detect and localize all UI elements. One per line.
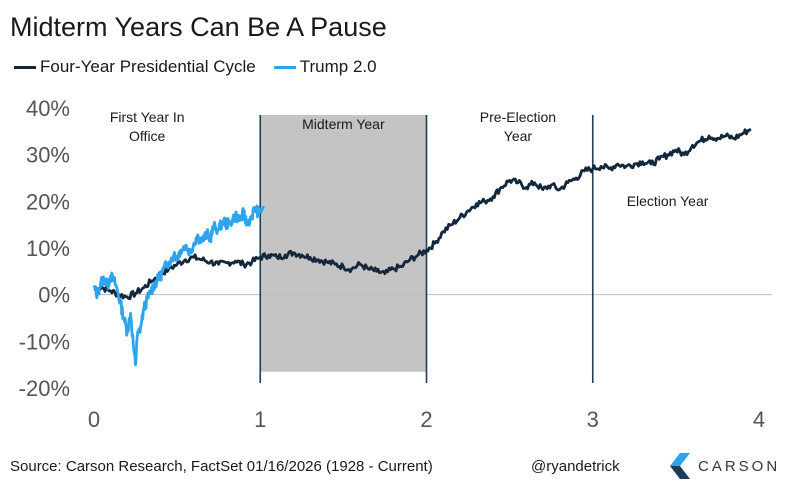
y-tick-label: -20%	[19, 376, 70, 401]
y-tick-label: 0%	[38, 283, 70, 308]
chart-annotation-line: Election Year	[627, 193, 709, 209]
chart-annotation-line: Midterm Year	[302, 116, 385, 132]
carson-chevron-icon	[670, 453, 690, 479]
x-tick-label: 0	[88, 407, 100, 432]
series-line-trump-2	[92, 204, 265, 367]
chart-annotation-line: Year	[504, 128, 533, 144]
author-handle: @ryandetrick	[531, 458, 620, 475]
legend-label-cycle: Four-Year Presidential Cycle	[40, 57, 256, 76]
logo-text: CARSON	[698, 457, 781, 475]
chart-annotation-line: Pre-Election	[480, 109, 556, 125]
legend-item-trump: Trump 2.0	[273, 57, 377, 77]
chart-annotation: Election Year	[627, 193, 709, 209]
y-tick-label: 40%	[26, 96, 70, 121]
y-tick-label: -10%	[19, 329, 70, 354]
legend-swatch-cycle	[14, 65, 36, 69]
midterm-shaded-region	[260, 115, 427, 372]
chart-annotation: First Year In Office	[110, 109, 185, 144]
series-line-four-year-cycle	[93, 127, 752, 301]
chart-annotation: Pre-Election Year	[480, 109, 556, 144]
x-tick-label: 1	[254, 407, 266, 432]
legend-label-trump: Trump 2.0	[299, 57, 377, 76]
y-tick-label: 30%	[26, 143, 70, 168]
x-tick-label: 3	[587, 407, 599, 432]
chart-annotation-line: First Year In	[110, 109, 185, 125]
chart-legend: Four-Year Presidential Cycle Trump 2.0	[14, 57, 395, 77]
y-tick-label: 10%	[26, 236, 70, 261]
y-tick-label: 20%	[26, 189, 70, 214]
carson-logo: CARSON	[670, 453, 780, 479]
chart-annotation-line: Office	[129, 128, 166, 144]
source-note: Source: Carson Research, FactSet 01/16/2…	[10, 458, 433, 475]
legend-swatch-trump	[273, 65, 296, 69]
x-tick-label: 2	[420, 407, 432, 432]
chart-annotation: Midterm Year	[302, 116, 385, 132]
legend-item-cycle: Four-Year Presidential Cycle	[14, 57, 256, 77]
x-tick-label: 4	[753, 407, 765, 432]
chart-title: Midterm Years Can Be A Pause	[10, 12, 387, 42]
line-chart: 40% 30% 20% 10% 0% -10% -20% 0 1 2 3 4 First Year In…	[19, 96, 772, 432]
